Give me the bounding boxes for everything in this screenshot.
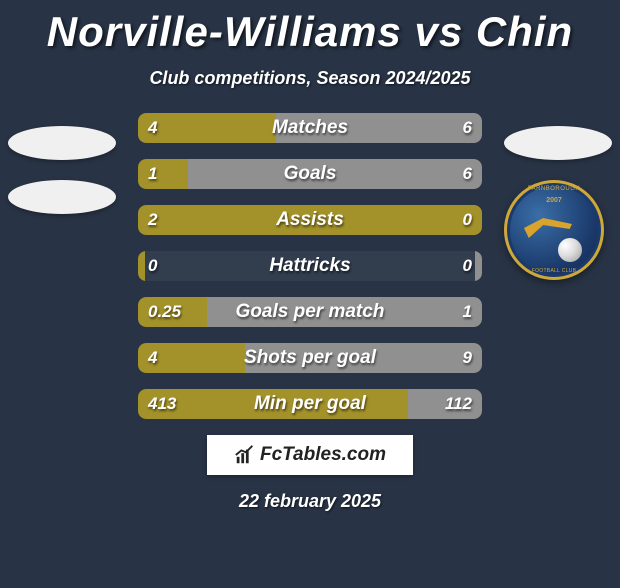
stat-row: 49Shots per goal bbox=[138, 343, 482, 373]
stat-label: Goals bbox=[138, 159, 482, 189]
stat-row: 16Goals bbox=[138, 159, 482, 189]
stat-label: Goals per match bbox=[138, 297, 482, 327]
footer-date: 22 february 2025 bbox=[0, 491, 620, 512]
stat-label: Assists bbox=[138, 205, 482, 235]
left-player-badges bbox=[8, 126, 116, 234]
stat-row: 413112Min per goal bbox=[138, 389, 482, 419]
crest-year: 2007 bbox=[504, 197, 604, 204]
stat-label: Shots per goal bbox=[138, 343, 482, 373]
stat-label: Matches bbox=[138, 113, 482, 143]
player-b-badge-1 bbox=[504, 126, 612, 160]
stat-row: 46Matches bbox=[138, 113, 482, 143]
page-title: Norville-Williams vs Chin bbox=[0, 8, 620, 56]
crest-top-text: FARNBOROUGH bbox=[504, 186, 604, 192]
brand-text: FcTables.com bbox=[260, 444, 386, 466]
player-a-badge-1 bbox=[8, 126, 116, 160]
brand-badge[interactable]: FcTables.com bbox=[207, 435, 413, 475]
stat-row: 20Assists bbox=[138, 205, 482, 235]
stat-row: 00Hattricks bbox=[138, 251, 482, 281]
stat-label: Hattricks bbox=[138, 251, 482, 281]
player-a-badge-2 bbox=[8, 180, 116, 214]
right-player-badges: FARNBOROUGH 2007 FOOTBALL CLUB bbox=[504, 126, 612, 280]
club-crest: FARNBOROUGH 2007 FOOTBALL CLUB bbox=[504, 180, 604, 280]
comparison-chart: 46Matches 16Goals 20Assists 00Hattricks 0.25… bbox=[138, 113, 482, 419]
crest-bottom-text: FOOTBALL CLUB bbox=[504, 268, 604, 274]
stat-row: 0.251Goals per match bbox=[138, 297, 482, 327]
stat-label: Min per goal bbox=[138, 389, 482, 419]
subtitle: Club competitions, Season 2024/2025 bbox=[0, 68, 620, 89]
chart-icon bbox=[234, 444, 256, 466]
